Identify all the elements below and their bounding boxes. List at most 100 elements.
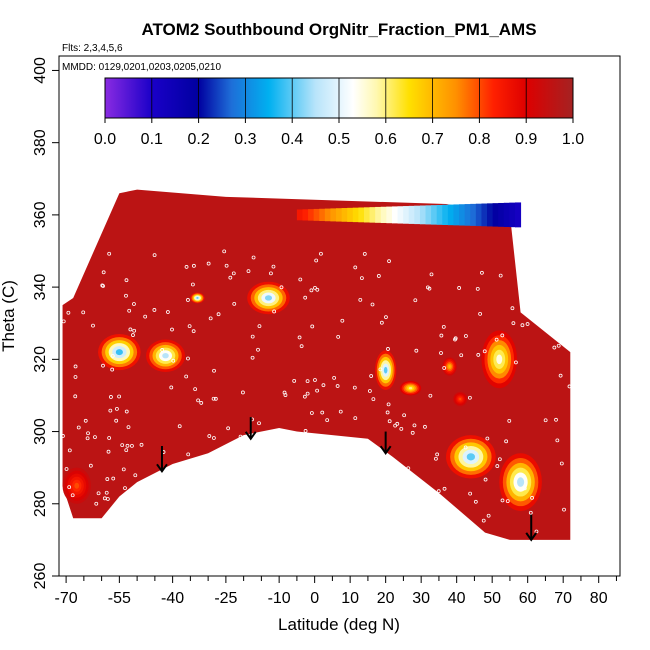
sample-point [224, 263, 229, 268]
sample-point [367, 389, 372, 393]
sample-point [106, 449, 111, 454]
y-tick-label: 340 [32, 274, 49, 301]
sample-points [61, 249, 572, 534]
sample-point [435, 452, 440, 457]
sample-point [482, 349, 487, 354]
sample-point [510, 306, 515, 311]
sample-point [410, 430, 415, 435]
sample-point [125, 443, 130, 448]
x-tick-label: 50 [483, 590, 501, 607]
sample-point [109, 395, 113, 399]
sample-point [505, 499, 510, 504]
colorbar-tick-label: 0.4 [281, 131, 303, 148]
sample-point [543, 418, 548, 423]
sample-point [567, 384, 572, 389]
sample-point [358, 297, 363, 302]
sample-point [399, 426, 404, 431]
sample-point [406, 466, 411, 471]
sample-point [102, 496, 107, 501]
sample-point [192, 263, 196, 268]
sample-point [441, 325, 446, 329]
sample-point [76, 425, 81, 430]
sample-point [66, 310, 71, 315]
top-band-cell [352, 207, 359, 223]
sample-point [464, 334, 468, 338]
low-fraction-feature [442, 357, 457, 376]
arrow-head [379, 445, 392, 455]
sample-point [94, 501, 99, 506]
y-tick-label: 360 [32, 201, 49, 228]
low-fraction-feature [98, 334, 141, 371]
top-band-cell [313, 208, 320, 221]
top-band-cell [414, 205, 421, 225]
sample-point [124, 278, 129, 283]
colorbar-tick-label: 0.7 [421, 131, 443, 148]
sample-point [299, 344, 304, 349]
sample-point [132, 328, 137, 333]
sample-point [143, 314, 148, 319]
sample-point [302, 394, 307, 399]
x-axis-label: Latitude (deg N) [278, 615, 400, 634]
sample-point [552, 345, 557, 350]
sample-point [85, 436, 90, 441]
sample-point [378, 367, 383, 372]
feature-contour [466, 453, 476, 461]
sample-point [429, 272, 434, 277]
sample-point [459, 353, 464, 358]
top-band-cell [425, 205, 432, 225]
top-band-cell [492, 203, 499, 227]
sample-point [70, 493, 75, 498]
plot-area [61, 189, 572, 542]
sample-point [232, 301, 237, 306]
sample-point [67, 448, 72, 453]
sample-point [525, 322, 530, 326]
x-tick-label: 70 [554, 590, 572, 607]
sample-point [386, 347, 390, 351]
feature-contour [517, 477, 525, 487]
sample-point [101, 270, 106, 275]
top-band-cell [403, 206, 410, 224]
sample-point [67, 485, 72, 490]
sample-point [132, 302, 136, 306]
sample-point [251, 255, 256, 260]
sample-point [555, 438, 560, 443]
sample-point [152, 253, 157, 258]
top-band-cell [302, 209, 309, 221]
sample-point [497, 457, 502, 462]
sample-point [309, 411, 314, 415]
sample-point [504, 439, 509, 444]
x-tick-label: -70 [55, 590, 78, 607]
sample-point [353, 265, 358, 270]
sample-point [453, 337, 457, 342]
sample-point [250, 334, 255, 339]
low-fraction-feature [399, 381, 422, 396]
colorbar: 0.0 0.1 0.2 0.3 0.4 0.5 0.6 0.7 0.8 0.9 1.0 [94, 77, 584, 148]
sample-point [395, 421, 400, 426]
sample-point [61, 319, 66, 324]
sample-point [186, 452, 191, 457]
top-band-cell [363, 207, 371, 223]
sample-point [271, 264, 276, 269]
sample-point [379, 320, 384, 325]
sample-point [117, 394, 121, 399]
low-fraction-feature [446, 435, 496, 479]
sample-point [428, 393, 433, 398]
sample-point [530, 495, 534, 500]
sample-point [480, 270, 484, 275]
sample-point [207, 434, 212, 438]
sample-point [101, 363, 105, 368]
colorbar-tick-label: 0.0 [94, 131, 116, 148]
top-band-cell [380, 206, 387, 224]
sample-point [423, 424, 427, 429]
sample-point [475, 287, 480, 291]
sample-point [369, 374, 374, 378]
chart-title: ATOM2 Southbound OrgNitr_Fraction_PM1_AM… [141, 20, 536, 39]
top-band-cell [330, 208, 337, 222]
sample-point [321, 383, 326, 388]
arrow-head [156, 463, 168, 473]
flight-arrow [244, 417, 257, 441]
sample-point [108, 408, 113, 413]
x-axis: -70 -55 -40 -25 -10 0 10 20 30 40 50 60 70 80 [55, 576, 617, 607]
x-tick-label: 30 [412, 590, 430, 607]
